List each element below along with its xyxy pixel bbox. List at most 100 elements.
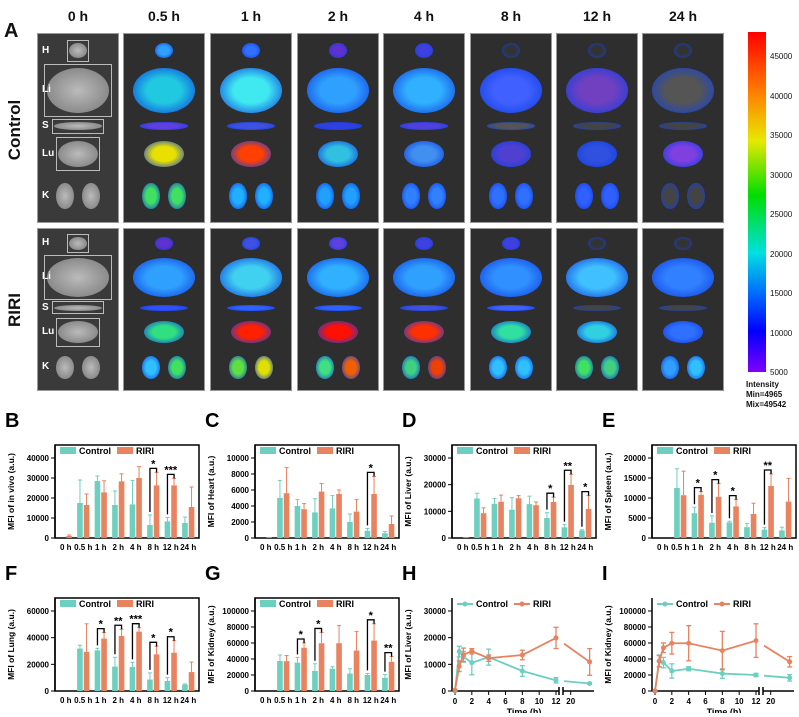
y-axis-label: MFI of Kidney (a.u.) [206, 605, 216, 684]
colorbar-tick: 15000 [770, 289, 793, 298]
x-tick-label: 1 h [295, 696, 307, 705]
data-point-control [787, 675, 793, 681]
significance-bracket [149, 641, 158, 670]
x-tick-label: 20 [566, 697, 575, 706]
significance-label: * [369, 462, 374, 474]
legend-swatch [317, 600, 333, 607]
bar-control [347, 673, 353, 691]
y-tick-label: 60000 [27, 607, 50, 616]
y-tick-label: 30000 [424, 607, 447, 616]
x-tick-label: 0 h [657, 543, 669, 552]
organ-label: Lu [42, 326, 55, 338]
spleen-organ [54, 122, 102, 130]
x-tick-label: 2 h [709, 543, 721, 552]
organ-box [44, 254, 112, 300]
bar-control [164, 681, 171, 691]
kidney-right-organ [428, 182, 446, 209]
spleen-organ [400, 122, 448, 130]
bar-riri [388, 661, 395, 691]
bar-control [579, 530, 585, 538]
data-point-riri [753, 638, 759, 644]
y-tick-label: 20000 [624, 454, 647, 463]
legend-marker [662, 601, 668, 607]
bar-control [544, 518, 550, 538]
lung-organ [144, 320, 184, 344]
y-axis-label: MFI of in vivo (a.u.) [6, 453, 16, 530]
y-tick-label: 10000 [27, 514, 50, 523]
bar-riri [680, 495, 687, 538]
kidney-left-organ [661, 182, 679, 209]
bar-control [312, 512, 318, 538]
significance-label: ** [114, 615, 123, 627]
y-tick-label: 100000 [222, 607, 249, 616]
x-tick-label: 0.5 h [671, 543, 689, 552]
colorbar-tick: 30000 [770, 170, 793, 180]
y-tick-label: 0 [442, 534, 447, 543]
panel-letter: B [5, 410, 19, 432]
x-tick-label: 4 [486, 697, 491, 706]
heart-organ [674, 237, 692, 250]
legend-marker [719, 601, 725, 607]
kidney-right-organ [687, 356, 705, 379]
bar-control [182, 523, 188, 538]
significance-bracket [149, 467, 158, 512]
legend-swatch [260, 600, 276, 607]
legend-label-riri: RIRI [136, 446, 154, 456]
y-tick-label: 80000 [227, 623, 250, 632]
kidney-left-organ [575, 182, 593, 209]
time-label: 4 h [413, 8, 435, 24]
bar-control [491, 503, 498, 538]
time-label: 1 h [240, 8, 262, 24]
bar-riri [318, 491, 325, 538]
y-tick-label: 0 [45, 687, 50, 696]
bar-riri [283, 493, 290, 538]
x-tick-label: 8 h [147, 696, 159, 705]
bar-control [674, 488, 680, 538]
x-tick-label: 4 h [527, 543, 539, 552]
kidney-left-organ [661, 356, 679, 379]
data-point-riri [469, 648, 475, 654]
control-tile [297, 33, 379, 223]
kidney-right-organ [342, 356, 360, 379]
bar-control [744, 527, 750, 538]
significance-bracket [296, 638, 305, 655]
y-tick-label: 0 [245, 534, 250, 543]
kidney-left-organ [142, 356, 160, 379]
bar-control [526, 504, 533, 538]
bar-control [182, 684, 188, 691]
bar-control [761, 529, 768, 538]
bar-control [94, 650, 101, 691]
time-label: 0.5 h [148, 8, 180, 24]
x-tick-label: 10 [735, 697, 744, 706]
legend-label-riri: RIRI [533, 446, 551, 456]
liver-organ [565, 67, 629, 113]
bar-control [277, 498, 283, 538]
x-tick-label: 12 h [363, 696, 379, 705]
spleen-organ [140, 304, 188, 312]
x-tick-label: 10 [535, 697, 544, 706]
kidney-left-organ [402, 356, 420, 379]
y-tick-label: 30000 [27, 474, 50, 483]
x-tick-label: 24 h [380, 543, 396, 552]
organ-box [55, 137, 101, 172]
x-tick-label: 2 [470, 697, 475, 706]
y-tick-label: 20000 [227, 671, 250, 680]
line-control-tail [563, 680, 590, 685]
bar-riri [101, 638, 107, 691]
bar-control [147, 525, 153, 538]
x-tick-label: 12 h [760, 543, 776, 552]
bar-riri [188, 507, 195, 538]
kidney-left-organ [316, 356, 334, 379]
y-tick-label: 8000 [231, 470, 249, 479]
bar-control [364, 530, 371, 538]
significance-bracket [693, 486, 702, 505]
panel-letter: C [205, 410, 219, 432]
bar-control [294, 506, 301, 538]
time-label: 8 h [500, 8, 522, 24]
colorbar-tick: 10000 [770, 328, 793, 338]
data-point-control [686, 666, 692, 672]
data-point-riri [652, 688, 658, 694]
x-tick-label: 24 h [180, 543, 196, 552]
bar-control [329, 508, 336, 538]
x-tick-label: 12 [752, 697, 761, 706]
